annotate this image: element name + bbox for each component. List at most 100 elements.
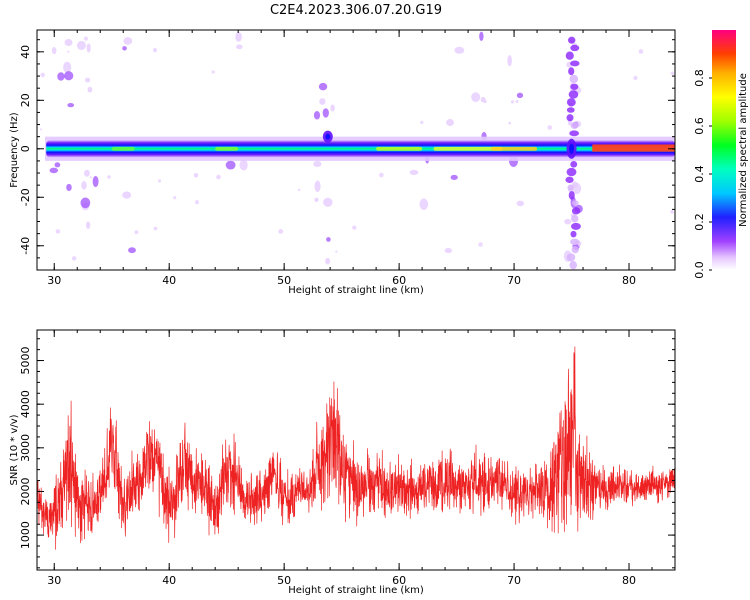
heatmap-column-blob [566, 253, 576, 262]
heatmap-blob [323, 197, 333, 207]
heatmap-speckle [89, 176, 93, 179]
heatmap-column-blob [572, 200, 579, 206]
snr-y-axis-title: SNR (10 * v/v) [9, 414, 20, 485]
heatmap-speckle [40, 72, 45, 78]
heatmap-column-blob [570, 121, 579, 130]
heatmap-speckle [67, 50, 70, 53]
heatmap-column-blob [568, 67, 575, 76]
heatmap-blob [57, 72, 65, 81]
heatmap-speckle [547, 125, 553, 130]
snr-y-tick-label: 5000 [19, 347, 32, 375]
heatmap-column-blob [571, 214, 579, 223]
heatmap-speckle [194, 200, 200, 205]
heatmap-column-blob [569, 130, 580, 137]
heatmap-column-blob [570, 44, 580, 52]
heatmap-y-tick-label: -40 [19, 237, 32, 255]
heatmap-blob [479, 31, 484, 41]
snr-x-tick-label: 80 [622, 574, 636, 587]
snr-line-panel: 30 40 50 60 70 80 1000 2000 3000 4000 5000 Height … [9, 329, 676, 596]
heatmap-column-blob [566, 167, 577, 177]
spectrum-heatmap-panel: 30 40 50 60 70 80 -40 -20 0 20 40 Height of straig… [9, 29, 676, 296]
heatmap-blob [450, 174, 458, 180]
heatmap-blob [444, 248, 453, 254]
heatmap-speckle [173, 196, 177, 200]
heatmap-x-tick-label: 30 [47, 274, 61, 287]
heatmap-speckle [153, 226, 158, 231]
heatmap-speckle [297, 188, 301, 192]
heatmap-blob [64, 38, 73, 46]
heatmap-y-axis-title: Frequency (Hz) [9, 112, 20, 188]
heatmap-speckle [83, 36, 88, 41]
heatmap-column-blob [569, 74, 579, 84]
snr-y-tick-label: 2000 [19, 477, 32, 505]
heatmap-column-blob [566, 107, 575, 113]
heatmap-blob [122, 191, 132, 199]
heatmap-marks [39, 31, 675, 270]
heatmap-band-hotspot [491, 146, 538, 151]
heatmap-blob [313, 160, 322, 168]
colorbar-tick-label: 0.6 [693, 117, 706, 135]
heatmap-feature-core [569, 143, 575, 154]
heatmap-blob [235, 32, 242, 42]
heatmap-y-tick-label: 0 [19, 145, 32, 152]
heatmap-feature-core [325, 133, 331, 140]
heatmap-blob [123, 37, 133, 45]
heatmap-x-axis-title: Height of straight line (km) [288, 285, 424, 296]
heatmap-blob [446, 118, 455, 127]
heatmap-column-blob [566, 98, 576, 107]
heatmap-blob [235, 44, 243, 50]
snr-x-axis-title: Height of straight line (km) [288, 585, 424, 596]
snr-frame [36, 329, 676, 571]
heatmap-blob [322, 108, 329, 118]
heatmap-y-tick-label: -20 [19, 188, 32, 206]
heatmap-blob [67, 102, 75, 108]
heatmap-column-blob [568, 90, 579, 99]
heatmap-blob [507, 55, 512, 67]
heatmap-column-blob [570, 230, 577, 238]
heatmap-blob [81, 180, 87, 190]
heatmap-speckle [71, 256, 77, 261]
heatmap-blob [409, 169, 419, 176]
heatmap-speckle [211, 70, 215, 74]
snr-y-tick-label: 1000 [19, 521, 32, 549]
heatmap-blob [128, 247, 136, 254]
heatmap-x-tick-label: 60 [392, 274, 406, 287]
heatmap-speckle [670, 210, 674, 214]
heatmap-band-hotspot [376, 146, 423, 151]
heatmap-blob [516, 92, 524, 99]
heatmap-column-blob [571, 246, 579, 254]
snr-x-tick-label: 70 [507, 574, 521, 587]
heatmap-column-blob [570, 60, 580, 67]
heatmap-column-blob [570, 238, 580, 246]
heatmap-speckle [378, 172, 384, 178]
colorbar-tick-label: 0.4 [693, 165, 706, 183]
colorbar-tick-label: 0.0 [693, 261, 706, 279]
heatmap-x-tick-label: 80 [622, 274, 636, 287]
heatmap-y-tick-label: 40 [19, 45, 32, 59]
heatmap-column-blob [565, 176, 574, 183]
snr-series-line [37, 346, 675, 550]
snr-x-tick-label: 60 [392, 574, 406, 587]
colorbar-ticks: 0.0 0.2 0.4 0.6 0.8 [693, 69, 712, 279]
heatmap-blob [51, 47, 57, 55]
heatmap-blob [85, 77, 91, 83]
heatmap-speckle [278, 228, 284, 234]
heatmap-blob [471, 92, 481, 103]
snr-marks [37, 346, 675, 550]
heatmap-blob [63, 61, 72, 73]
heatmap-column-blob [567, 184, 574, 191]
heatmap-speckle [510, 100, 515, 104]
heatmap-column-blob [570, 222, 581, 230]
snr-y-tick-label: 4000 [19, 390, 32, 418]
heatmap-blob [66, 183, 72, 192]
heatmap-column-blob [568, 190, 575, 200]
heatmap-speckle [152, 47, 158, 53]
heatmap-band-hot-end [592, 144, 675, 152]
heatmap-band-hotspot [433, 146, 503, 151]
heatmap-blob [314, 197, 319, 203]
heatmap-blob [454, 46, 465, 54]
heatmap-column-blob [565, 51, 574, 60]
snr-y-tick-label: 3000 [19, 434, 32, 462]
heatmap-blob [87, 86, 93, 93]
heatmap-band-hotspot [215, 146, 239, 151]
